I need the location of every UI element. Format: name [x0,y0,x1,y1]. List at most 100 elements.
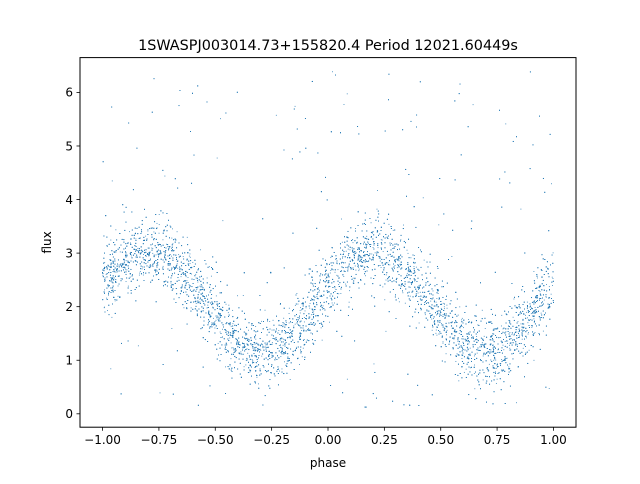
data-point [189,263,191,264]
data-point [353,251,355,253]
data-point [398,301,400,303]
data-point [419,291,421,293]
data-point [374,252,376,254]
data-point [509,335,511,337]
data-point [345,283,347,285]
data-point [459,306,461,308]
data-point [117,285,119,287]
data-point [536,277,538,279]
data-point [229,337,231,339]
data-point [521,334,523,336]
data-point [446,304,448,306]
data-point [304,310,306,312]
data-point [493,329,495,331]
data-point [542,330,544,332]
data-point [322,308,324,310]
data-point [436,314,437,316]
data-point [159,392,161,394]
data-point [105,274,107,275]
data-point [402,292,404,294]
data-point [449,340,451,342]
data-point [517,366,519,368]
data-point [138,274,140,276]
data-point [382,286,384,288]
data-point [269,340,271,342]
data-point [337,269,339,271]
data-point [285,343,287,345]
data-point [281,347,283,349]
data-point [120,278,122,280]
data-point [313,313,315,315]
data-point [359,257,361,259]
data-point [519,312,521,314]
data-point [168,249,169,251]
data-point [500,359,502,361]
data-point [413,266,415,268]
data-point [130,239,132,240]
data-point [110,368,112,370]
data-point [238,341,240,343]
data-point [256,375,258,377]
data-point [238,352,240,354]
data-point [522,347,524,349]
data-point [388,223,390,225]
data-point [319,281,321,283]
data-point [325,278,327,280]
data-point [104,289,106,291]
data-point [422,197,424,199]
data-point [230,325,232,327]
data-point [456,353,458,355]
data-point [214,321,216,323]
data-point [323,281,325,282]
data-point [295,346,297,348]
data-point [288,312,290,314]
data-point [551,276,553,278]
data-point [265,344,267,346]
data-point [376,253,378,255]
data-point [457,314,459,316]
data-point [346,93,348,95]
data-point [381,239,383,241]
data-point [458,332,460,334]
data-point [282,324,284,326]
data-point [345,246,347,248]
data-point [463,349,465,351]
data-point [129,242,131,244]
data-point [283,317,285,319]
data-point [336,263,338,265]
data-point [301,309,302,311]
data-point [177,267,179,269]
data-point [510,349,512,351]
data-point [106,297,108,299]
data-point [151,247,153,249]
data-point [474,388,476,390]
data-point [399,263,401,265]
data-point [474,355,475,357]
data-point [142,274,144,276]
data-point [502,328,504,330]
data-point [111,316,113,318]
data-point [162,265,164,267]
data-point [171,237,173,239]
data-point [172,228,173,230]
data-point [446,329,448,331]
data-point [403,224,404,226]
data-point [318,287,319,289]
data-point [552,278,554,279]
data-point [332,247,333,249]
data-point [169,225,171,227]
data-point [346,378,348,380]
data-point [113,269,115,271]
data-point [468,319,470,320]
data-point [493,359,495,361]
data-point [158,214,160,215]
data-point [297,324,299,325]
data-point [509,347,511,349]
data-point [463,327,465,329]
data-point [454,330,456,332]
data-point [435,301,437,303]
data-point [262,344,263,346]
data-point [299,309,301,311]
data-point [352,277,354,279]
data-point [188,255,190,257]
